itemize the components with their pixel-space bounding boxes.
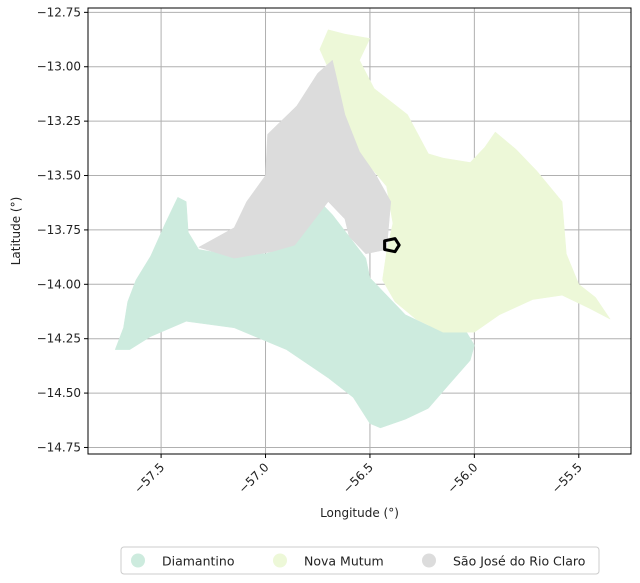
- y-tick-label: −14.75: [37, 440, 81, 454]
- region-sao-jose-do-rio-claro: [198, 59, 392, 259]
- legend-label: Nova Mutum: [304, 554, 384, 569]
- x-tick-label: −57.5: [131, 460, 167, 496]
- legend-box: [120, 546, 600, 575]
- legend-items: Diamantino Nova Mutum São José do Rio Clar…: [131, 553, 585, 569]
- region-polygons: [114, 29, 611, 429]
- y-axis-ticks: −12.75 −13.00 −13.25 −13.50 −13.75 −14.00 −14.…: [37, 5, 88, 454]
- y-tick-label: −13.00: [37, 60, 81, 74]
- region-nova-mutum: [319, 29, 611, 333]
- region-diamantino: [114, 196, 475, 429]
- legend-item: São José do Rio Claro: [422, 553, 585, 569]
- legend: Diamantino Nova Mutum São José do Rio Clar…: [120, 546, 600, 575]
- location-marker: [383, 237, 401, 254]
- y-tick-label: −13.50: [37, 169, 81, 183]
- x-tick-label: −56.0: [445, 460, 481, 496]
- x-axis-label: Longitude (°): [320, 506, 399, 520]
- y-axis-label: Latitude (°): [9, 197, 23, 266]
- x-tick-label: −56.5: [340, 460, 376, 496]
- legend-label: Diamantino: [162, 554, 234, 569]
- legend-item: Nova Mutum: [273, 553, 384, 569]
- y-tick-label: −14.25: [37, 332, 81, 346]
- legend-swatch: [422, 553, 436, 568]
- x-tick-label: −57.0: [236, 460, 272, 496]
- legend-item: Diamantino: [131, 553, 234, 569]
- x-axis-ticks: −57.5 −57.0 −56.5 −56.0 −55.5: [131, 454, 585, 496]
- legend-swatch: [131, 553, 145, 568]
- x-tick-label: −55.5: [549, 460, 585, 496]
- y-tick-label: −14.00: [37, 277, 81, 291]
- y-tick-label: −12.75: [37, 5, 81, 19]
- y-tick-label: −13.25: [37, 114, 81, 128]
- marker-outline: [383, 237, 401, 254]
- legend-swatch: [273, 553, 287, 568]
- y-tick-label: −13.75: [37, 223, 81, 237]
- plot-frame: [87, 7, 632, 455]
- y-tick-label: −14.50: [37, 386, 81, 400]
- legend-label: São José do Rio Claro: [453, 554, 585, 569]
